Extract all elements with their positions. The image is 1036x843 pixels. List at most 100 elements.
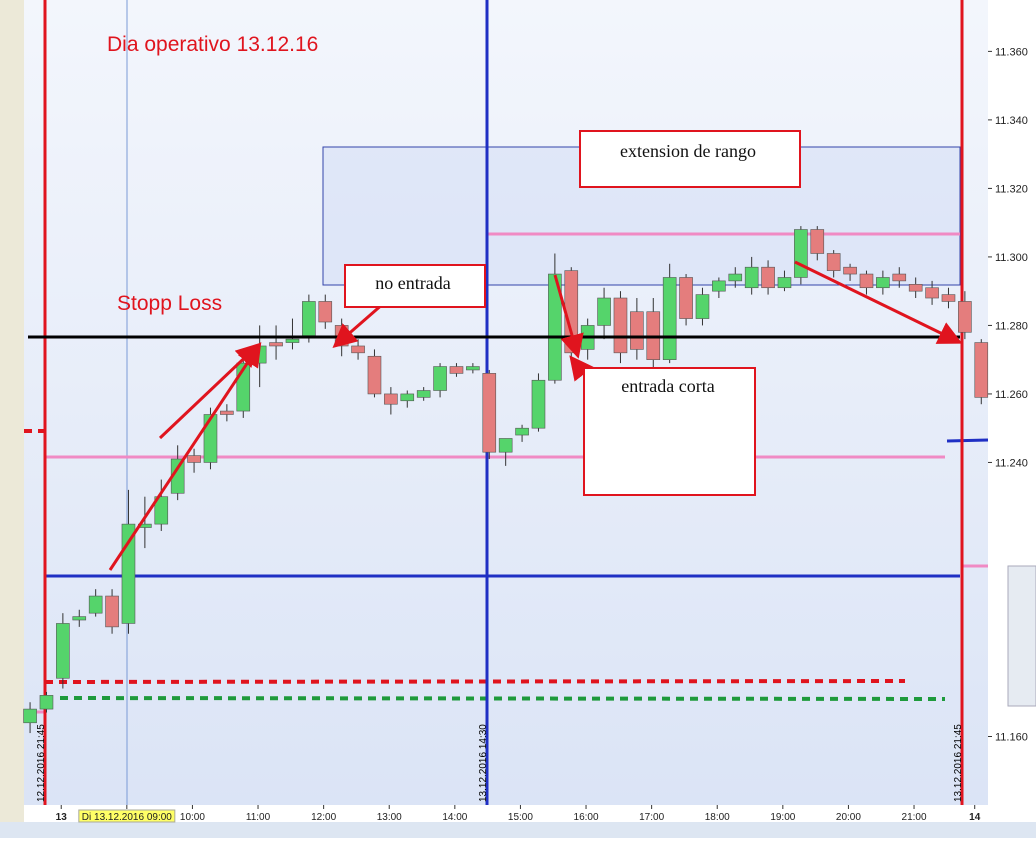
candle-body bbox=[744, 266, 759, 289]
plot-area bbox=[24, 0, 988, 805]
candle-body bbox=[466, 366, 480, 371]
candle-body bbox=[958, 301, 972, 333]
y-tick-label: 11.360 bbox=[995, 46, 1028, 58]
candle-body bbox=[56, 623, 70, 679]
annotation: entrada corta bbox=[621, 376, 714, 396]
arrow bbox=[332, 301, 385, 348]
candle-body bbox=[285, 338, 300, 343]
candle-body bbox=[630, 311, 644, 350]
level-line bbox=[946, 438, 989, 443]
x-tick-label: 14:00 bbox=[442, 812, 467, 823]
candle-body bbox=[695, 294, 710, 319]
candle-body bbox=[203, 414, 218, 463]
candle-body bbox=[482, 373, 497, 453]
candle-body bbox=[662, 277, 677, 360]
note-box bbox=[344, 264, 486, 308]
status-strip bbox=[0, 822, 1036, 838]
candle-body bbox=[302, 301, 316, 337]
candle-body bbox=[908, 284, 923, 292]
candle-body bbox=[712, 280, 726, 292]
x-tick-label: 11:00 bbox=[246, 812, 271, 823]
x-tick-label: 19:00 bbox=[770, 812, 795, 823]
date-label: 12.12.2016 21:45 bbox=[36, 724, 47, 802]
candle-body bbox=[367, 355, 382, 395]
y-tick-label: 11.240 bbox=[995, 457, 1028, 469]
candle-body bbox=[351, 345, 365, 354]
arrow bbox=[553, 274, 584, 359]
x-tick-label: 18:00 bbox=[705, 812, 730, 823]
candle-body bbox=[400, 393, 415, 402]
y-tick-label: 11.320 bbox=[995, 183, 1028, 195]
candle-body bbox=[187, 455, 201, 463]
candle-body bbox=[318, 301, 333, 323]
date-label: 13.12.2016 21:45 bbox=[953, 724, 964, 802]
candle-body bbox=[859, 273, 874, 289]
candle-body bbox=[416, 390, 431, 398]
note-box bbox=[583, 367, 756, 496]
candle-body bbox=[384, 393, 398, 405]
x-tick-label: 12:00 bbox=[311, 812, 336, 823]
arrow bbox=[158, 342, 261, 440]
y-tick-label: 11.300 bbox=[995, 252, 1028, 264]
x-tick-label: 14 bbox=[969, 812, 981, 823]
candle-body bbox=[39, 695, 54, 710]
candle-body bbox=[810, 229, 825, 254]
candle-body bbox=[23, 708, 37, 724]
level-line bbox=[44, 679, 906, 684]
candle-body bbox=[597, 297, 611, 326]
candle-body bbox=[498, 438, 513, 453]
candle-body bbox=[433, 366, 447, 391]
candle-body bbox=[777, 277, 792, 289]
candle-body bbox=[826, 253, 841, 271]
annotation: Stopp Loss bbox=[117, 292, 222, 315]
candle-body bbox=[515, 427, 529, 436]
candle-body bbox=[974, 342, 989, 398]
x-tick-label: 13 bbox=[56, 812, 68, 823]
y-tick-label: 11.340 bbox=[995, 115, 1028, 127]
candle-body bbox=[88, 595, 103, 614]
candle-body bbox=[121, 523, 136, 624]
candle-body bbox=[843, 266, 857, 275]
y-tick-label: 11.280 bbox=[995, 320, 1028, 332]
side-panel bbox=[1007, 565, 1036, 707]
candle-body bbox=[154, 496, 169, 525]
x-tick-highlight bbox=[78, 809, 176, 823]
x-tick-label: Di 13.12.2016 09:00 bbox=[82, 812, 173, 823]
candle-body bbox=[876, 277, 890, 289]
y-tick-label: 11.160 bbox=[995, 731, 1028, 743]
candle-body bbox=[925, 287, 939, 299]
x-tick-label: 21:00 bbox=[902, 812, 927, 823]
candle-body bbox=[72, 616, 87, 621]
x-tick-label: 15:00 bbox=[508, 812, 533, 823]
candle-body bbox=[548, 273, 562, 381]
title: Dia operativo 13.12.16 bbox=[107, 33, 318, 56]
arrow bbox=[108, 342, 262, 571]
x-tick-label: 16:00 bbox=[574, 812, 599, 823]
candle-body bbox=[892, 273, 907, 282]
candle-body bbox=[613, 297, 628, 354]
candle-body bbox=[449, 366, 464, 374]
candle-body bbox=[105, 595, 119, 628]
x-tick-label: 10:00 bbox=[180, 812, 205, 823]
candle-body bbox=[679, 277, 693, 319]
x-axis-panel bbox=[24, 805, 988, 822]
note-box bbox=[579, 130, 801, 188]
annotation: extension de rango bbox=[620, 141, 756, 161]
candle-body bbox=[794, 229, 808, 278]
level-line bbox=[59, 696, 946, 701]
candle-body bbox=[728, 273, 743, 282]
candle-body bbox=[941, 294, 956, 302]
x-tick-label: 20:00 bbox=[836, 812, 861, 823]
candle-body bbox=[220, 410, 234, 415]
candle-body bbox=[531, 379, 546, 429]
annotation: no entrada bbox=[375, 273, 450, 293]
candle-body bbox=[269, 342, 283, 347]
arrow bbox=[794, 260, 963, 344]
candle-body bbox=[761, 266, 775, 289]
x-tick-label: 13:00 bbox=[377, 812, 402, 823]
x-tick-label: 17:00 bbox=[639, 812, 664, 823]
date-label: 13.12.2016 14:30 bbox=[478, 724, 489, 802]
y-tick-label: 11.260 bbox=[995, 389, 1028, 401]
